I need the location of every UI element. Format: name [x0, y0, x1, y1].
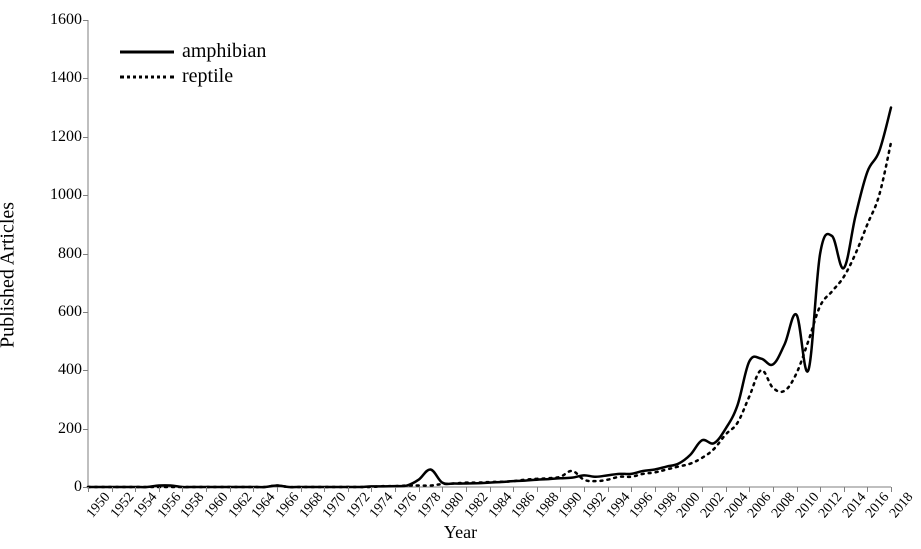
x-tick-label: 1974 [367, 490, 397, 522]
x-tick-label: 1982 [462, 490, 492, 522]
y-tick-label: 600 [58, 303, 82, 321]
x-tick-label: 1988 [533, 490, 563, 522]
series-reptile [88, 143, 891, 488]
x-tick-label: 1984 [486, 490, 516, 522]
legend: amphibian reptile [120, 40, 266, 90]
x-tick-label: 1968 [297, 490, 327, 522]
x-tick-label: 2000 [674, 490, 704, 522]
y-tick-label: 1200 [50, 128, 82, 146]
x-tick-label: 2018 [887, 490, 917, 522]
x-tick-label: 1956 [155, 490, 185, 522]
x-tick-label: 1964 [249, 490, 279, 522]
legend-item-amphibian: amphibian [120, 40, 266, 63]
legend-swatch-dotted [120, 67, 174, 87]
y-tick-label: 1400 [50, 69, 82, 87]
y-tick-label: 800 [58, 245, 82, 263]
plot-svg [88, 20, 891, 487]
x-tick-label: 1952 [108, 490, 138, 522]
x-tick-label: 1966 [273, 490, 303, 522]
x-tick-label: 2006 [745, 490, 775, 522]
x-tick-label: 1962 [226, 490, 256, 522]
x-tick-label: 2002 [698, 490, 728, 522]
legend-swatch-solid [120, 42, 174, 62]
x-tick-label: 1994 [604, 490, 634, 522]
y-tick-label: 400 [58, 361, 82, 379]
legend-label: amphibian [182, 40, 266, 63]
x-tick-label: 2008 [769, 490, 799, 522]
legend-label: reptile [182, 65, 233, 88]
x-tick-label: 1998 [651, 490, 681, 522]
x-tick-label: 2016 [863, 490, 893, 522]
x-tick-label: 1992 [580, 490, 610, 522]
y-tick-label: 200 [58, 420, 82, 438]
x-tick-label: 1986 [509, 490, 539, 522]
x-tick-label: 1960 [202, 490, 232, 522]
x-tick-label: 1978 [415, 490, 445, 522]
x-tick-label: 1990 [556, 490, 586, 522]
x-tick-label: 1950 [84, 490, 114, 522]
x-tick-label: 1996 [627, 490, 657, 522]
y-tick-label: 1600 [50, 11, 82, 29]
y-tick-label: 1000 [50, 186, 82, 204]
y-axis-label: Published Articles [0, 201, 20, 347]
x-tick-label: 2010 [793, 490, 823, 522]
x-tick-label: 1972 [344, 490, 374, 522]
x-axis-label: Year [444, 522, 477, 543]
x-tick-label: 1954 [131, 490, 161, 522]
y-tick-label: 0 [74, 478, 82, 496]
x-tick-label: 1970 [320, 490, 350, 522]
x-tick-label: 2014 [840, 490, 870, 522]
x-tick-label: 1958 [178, 490, 208, 522]
x-tick-label: 2012 [816, 490, 846, 522]
chart-container: Published Articles Year 0200400600800100… [0, 0, 921, 549]
series-amphibian [88, 108, 891, 488]
x-tick-label: 2004 [722, 490, 752, 522]
plot-area: 0200400600800100012001400160019501952195… [88, 20, 891, 487]
x-tick-label: 1976 [391, 490, 421, 522]
x-tick-label: 1980 [438, 490, 468, 522]
legend-item-reptile: reptile [120, 65, 266, 88]
